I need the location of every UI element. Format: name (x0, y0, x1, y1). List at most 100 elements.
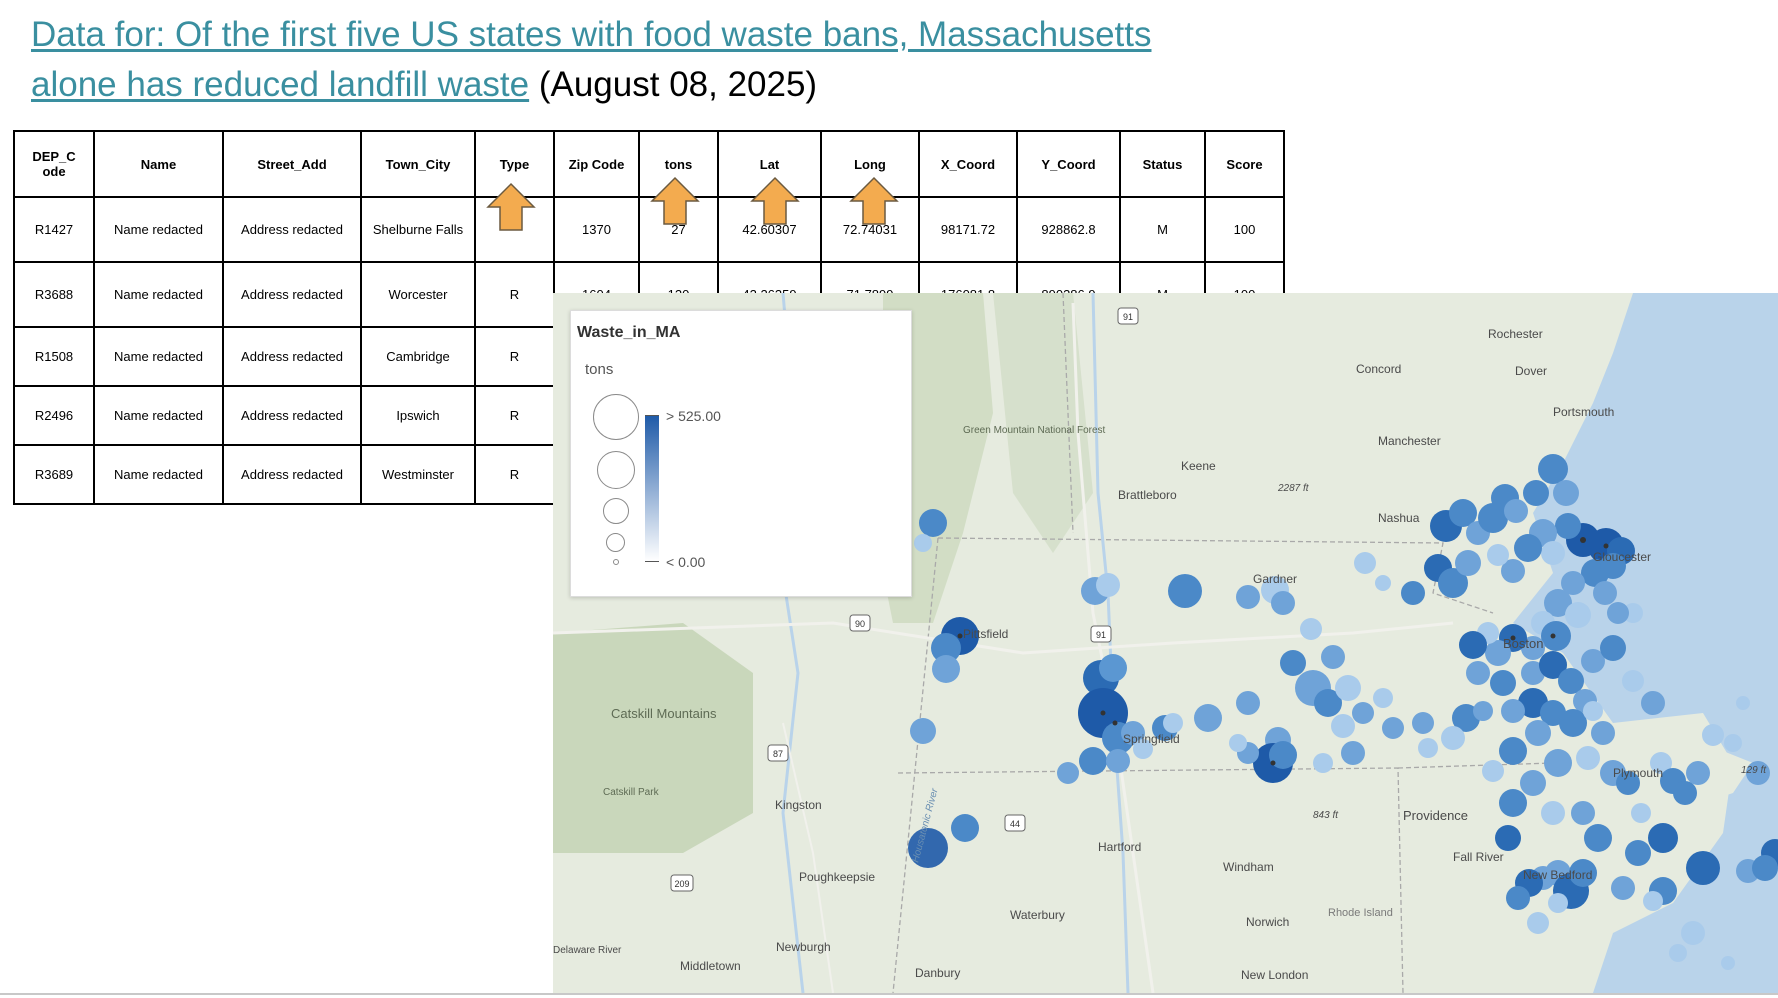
legend-title: Waste_in_MA (577, 324, 681, 341)
waste-site-dot (1441, 726, 1465, 750)
waste-site-dot (1584, 824, 1612, 852)
waste-site-dot (1133, 739, 1153, 759)
waste-site-dot (1418, 738, 1438, 758)
publish-date: (August 08, 2025) (538, 65, 818, 104)
waste-site-dot (1686, 761, 1710, 785)
waste-site-dot (1558, 668, 1584, 694)
waste-site-dot (1616, 771, 1640, 795)
waste-site-dot (1352, 702, 1374, 724)
waste-site-dot (1321, 645, 1345, 669)
map-label: New Bedford (1523, 868, 1592, 882)
table-cell: R (474, 385, 555, 446)
waste-site-dot (1539, 651, 1567, 679)
waste-site-dot (1673, 781, 1697, 805)
table-cell: R (474, 326, 555, 387)
map-label: Windham (1223, 860, 1274, 874)
map-label: Norwich (1246, 915, 1289, 929)
waste-site-dot (1593, 581, 1617, 605)
waste-site-dot (1482, 760, 1504, 782)
waste-site-dot (1752, 855, 1778, 881)
map-label: Delaware River (553, 945, 622, 956)
map-label: 843 ft (1313, 810, 1339, 821)
waste-site-dot (1096, 573, 1120, 597)
divider (0, 993, 1778, 995)
waste-site-dot (1643, 891, 1663, 911)
waste-site-dot (1523, 480, 1549, 506)
map-label: Rochester (1488, 327, 1543, 341)
waste-site-dot (1514, 534, 1542, 562)
waste-site-dot (1721, 956, 1735, 970)
map-legend: Waste_in_MA tons > 525.00 < 0.00 (570, 310, 912, 597)
legend-color-ramp (645, 415, 659, 561)
map-label: Hartford (1098, 840, 1141, 854)
map-label: Rhode Island (1328, 907, 1393, 919)
waste-site-dot (1631, 803, 1651, 823)
waste-site-dot (1521, 636, 1545, 660)
page-title: Data for: Of the first five US states wi… (31, 10, 1271, 110)
waste-site-dot (1525, 720, 1551, 746)
up-arrow-icon (849, 176, 899, 225)
highway-shield-icon: 91 (1117, 307, 1139, 325)
map-label: Manchester (1378, 434, 1441, 448)
map-label: Kingston (775, 798, 822, 812)
waste-site-dot (1300, 618, 1322, 640)
waste-site-dot (1538, 454, 1568, 484)
waste-site-dot (1331, 714, 1355, 738)
waste-site-dot (1669, 944, 1687, 962)
table-cell: Address redacted (222, 385, 362, 446)
legend-size-circle (603, 498, 629, 524)
table-cell: R2496 (13, 385, 95, 446)
map-label: Catskill Mountains (611, 706, 717, 721)
waste-site-dot (1576, 746, 1600, 770)
waste-site-dot (1548, 893, 1568, 913)
highway-shield-icon: 209 (670, 874, 694, 892)
waste-site-dot (1650, 752, 1672, 774)
highway-shield-icon: 91 (1090, 625, 1112, 643)
highway-shield-icon: 44 (1004, 814, 1026, 832)
article-link-cont[interactable]: alone has reduced landfill waste (31, 65, 530, 104)
waste-site-dot (1561, 571, 1585, 595)
waste-site-dot (1641, 691, 1665, 715)
waste-site-dot (1611, 876, 1635, 900)
waste-site-dot (1163, 713, 1183, 733)
column-header: Zip Code (553, 130, 640, 198)
waste-site-dot (1544, 589, 1572, 617)
ocean (1513, 293, 1778, 993)
highway-shield-icon: 90 (849, 614, 871, 632)
waste-site-dot (1412, 712, 1434, 734)
waste-site-dot (1168, 574, 1202, 608)
waste-site-dot (1724, 734, 1742, 752)
waste-site-dot (1541, 801, 1565, 825)
map-label: Danbury (915, 966, 960, 980)
article-link[interactable]: Data for: Of the first five US states wi… (31, 15, 1152, 54)
legend-size-circle (593, 394, 639, 440)
waste-site-dot (1057, 762, 1079, 784)
waste-site-dot (1541, 621, 1571, 651)
svg-text:91: 91 (1096, 630, 1106, 640)
map-label: New London (1241, 968, 1308, 982)
waste-site-dot (1569, 859, 1597, 887)
svg-text:90: 90 (855, 619, 865, 629)
table-cell: Name redacted (93, 261, 224, 328)
waste-site-dot (1499, 789, 1527, 817)
waste-site-dot (1438, 568, 1468, 598)
waste-site-dot (1490, 670, 1516, 696)
table-row: R1427 Name redacted Address redacted She… (13, 196, 1285, 263)
waste-site-dot (1236, 691, 1260, 715)
waste-site-dot (1269, 741, 1297, 769)
legend-size-circle (606, 533, 625, 552)
legend-min-label: < 0.00 (666, 554, 706, 570)
waste-site-dot (1079, 747, 1107, 775)
waste-site-dot (932, 655, 960, 683)
waste-site-dot (1485, 640, 1511, 666)
table-cell: Cambridge (360, 326, 476, 387)
waste-site-dot (1236, 585, 1260, 609)
highway-shield-icon: 87 (767, 744, 789, 762)
waste-site-dot (1607, 602, 1629, 624)
waste-site-dot (1466, 661, 1490, 685)
table-cell: Name redacted (93, 326, 224, 387)
svg-text:44: 44 (1010, 819, 1020, 829)
table-cell: R (474, 261, 555, 328)
table-cell: Name redacted (93, 385, 224, 446)
waste-site-dot (1622, 670, 1644, 692)
